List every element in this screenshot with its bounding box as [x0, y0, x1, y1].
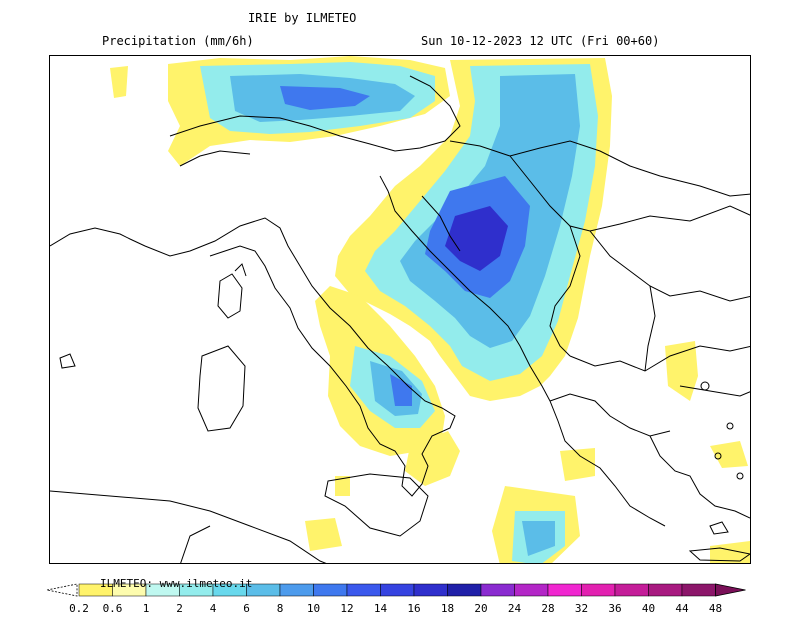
legend-lower-arrow [46, 583, 78, 597]
coastlines [50, 75, 750, 563]
legend-tick-label: 2 [176, 602, 183, 615]
legend-tick-label: 44 [675, 602, 689, 615]
legend-tick-label: 0.2 [69, 602, 89, 615]
legend-tick-label: 40 [641, 602, 656, 615]
legend-upper-arrow [715, 583, 746, 597]
model-title: IRIE by ILMETEO [248, 11, 357, 25]
watermark: ILMETEO: www.ilmeteo.it [100, 577, 253, 590]
field-label: Precipitation (mm/6h) [102, 34, 254, 48]
precip-field-peak [445, 206, 508, 271]
legend-tick-label: 36 [608, 602, 622, 615]
legend-tick-label: 4 [209, 602, 217, 615]
valid-time: Sun 10-12-2023 12 UTC (Fri 00+60) [421, 34, 660, 48]
legend-tick-label: 24 [507, 602, 522, 615]
legend-tick-label: 28 [541, 602, 555, 615]
legend-tick-label: 1 [142, 602, 150, 615]
legend-tick-label: 20 [474, 602, 488, 615]
legend-tick-label: 8 [276, 602, 284, 615]
legend-tick-label: 12 [340, 602, 354, 615]
legend-tick-label: 6 [243, 602, 250, 615]
precipitation-map [49, 55, 751, 564]
legend-tick-label: 16 [407, 602, 421, 615]
legend-bar [46, 583, 746, 597]
legend-tick-label: 10 [306, 602, 321, 615]
legend-tick-label: 32 [574, 602, 589, 615]
legend-tick-label: 0.6 [102, 602, 123, 615]
legend-tick-label: 48 [708, 602, 723, 615]
color-legend: 0.2 0.6 1 2 4 6 8 10 12 14 16 18 20 24 28 32 36 40 44 48 IL… [45, 577, 757, 619]
legend-tick-label: 14 [373, 602, 388, 615]
legend-tick-label: 18 [440, 602, 455, 615]
